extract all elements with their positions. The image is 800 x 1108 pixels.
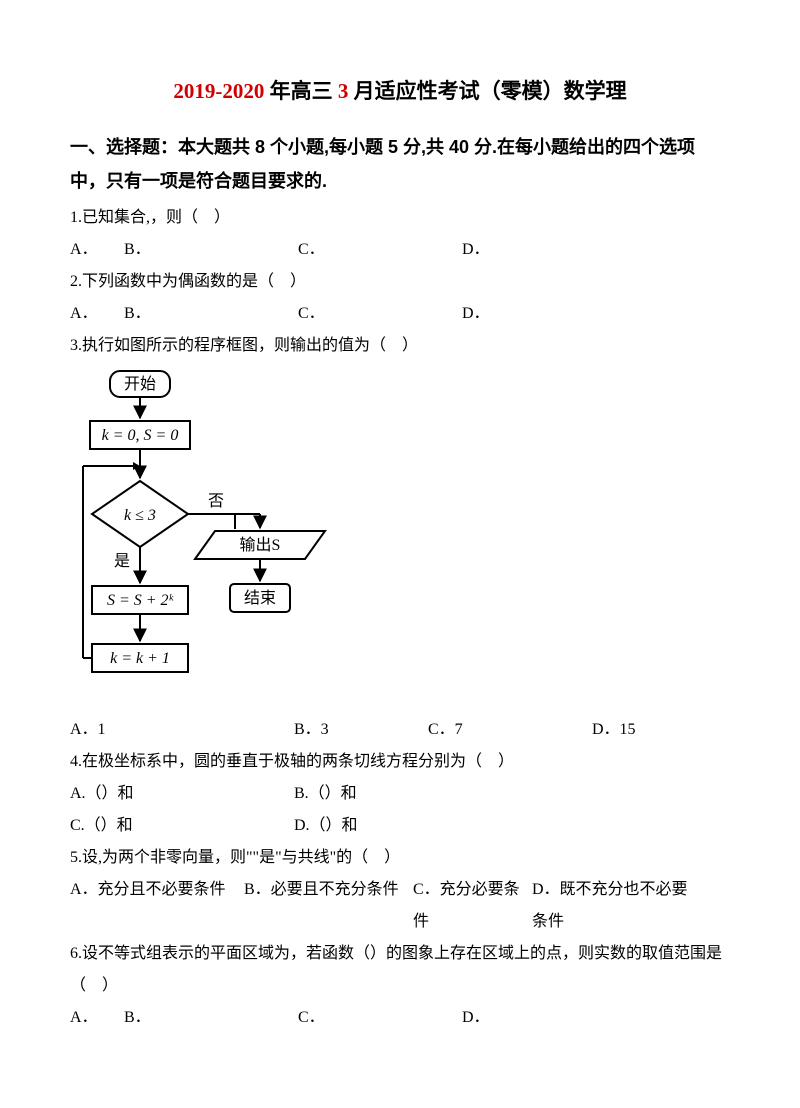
q3-option-c: C．7 (428, 714, 588, 746)
q5-option-c: C．充分必要条件 (413, 874, 528, 938)
q4-options-row2: C.（）和 D.（）和 (70, 810, 730, 842)
document-title: 2019-2020 年高三 3 月适应性考试（零模）数学理 (70, 70, 730, 112)
q2-option-d: D． (462, 298, 562, 330)
q5-option-b: B．必要且不充分条件 (244, 874, 409, 906)
q6-options: A． B． C． D． (70, 1002, 730, 1034)
q4-option-b: B.（）和 (294, 778, 357, 810)
flow-update-k-label: k = k + 1 (110, 650, 170, 667)
q5-stem: 5.设,为两个非零向量，则""是"与共线"的（ ） (70, 842, 730, 874)
flow-start-label: 开始 (124, 375, 156, 393)
q6-option-b: B． (124, 1002, 294, 1034)
q4-option-d: D.（）和 (294, 810, 358, 842)
section-heading: 一、选择题：本大题共 8 个小题,每小题 5 分,共 40 分.在每小题给出的四… (70, 130, 730, 198)
flow-arrowhead (133, 462, 140, 470)
q5-option-a: A．充分且不必要条件 (70, 874, 240, 906)
flow-init-label: k = 0, S = 0 (102, 427, 179, 444)
q1-option-c: C． (298, 234, 458, 266)
q2-option-b: B． (124, 298, 294, 330)
q1-stem: 1.已知集合,，则（ ） (70, 202, 730, 234)
q1-option-a: A． (70, 234, 120, 266)
q3-stem: 3.执行如图所示的程序框图，则输出的值为（ ） (70, 330, 730, 362)
title-part-2: 年高三 (264, 79, 338, 103)
q2-stem: 2.下列函数中为偶函数的是（ ） (70, 266, 730, 298)
q6-stem: 6.设不等式组表示的平面区域为，若函数（）的图象上存在区域上的点，则实数的取值范… (70, 938, 730, 1002)
q1-option-d: D． (462, 234, 562, 266)
q5-options: A．充分且不必要条件 B．必要且不充分条件 C．充分必要条件 D．既不充分也不必… (70, 874, 730, 938)
q2-option-a: A． (70, 298, 120, 330)
flowchart-svg: 开始 k = 0, S = 0 k ≤ 3 否 输出S 结束 (80, 366, 340, 706)
title-part-3: 3 (338, 79, 349, 103)
title-part-4: 月适应性考试（零模）数学理 (348, 79, 626, 103)
q6-option-a: A． (70, 1002, 120, 1034)
flow-decision-label: k ≤ 3 (124, 507, 156, 524)
q6-option-c: C． (298, 1002, 458, 1034)
q3-option-d: D．15 (592, 714, 692, 746)
q1-options: A． B． C． D． (70, 234, 730, 266)
q6-option-d: D． (462, 1002, 562, 1034)
q4-options-row1: A.（）和 B.（）和 (70, 778, 730, 810)
q4-option-c: C.（）和 (70, 810, 290, 842)
q1-option-b: B． (124, 234, 294, 266)
title-part-1: 2019-2020 (173, 79, 264, 103)
flow-output-label: 输出S (240, 536, 281, 554)
flow-end-label: 结束 (244, 589, 276, 607)
q3-option-a: A．1 (70, 714, 290, 746)
flow-update-s-label: S = S + 2ᵏ (107, 592, 175, 609)
flow-yes-label: 是 (114, 553, 130, 570)
q4-option-a: A.（）和 (70, 778, 290, 810)
q3-options: A．1 B．3 C．7 D．15 (70, 714, 730, 746)
flow-no-label: 否 (208, 493, 224, 510)
q2-options: A． B． C． D． (70, 298, 730, 330)
q4-stem: 4.在极坐标系中，圆的垂直于极轴的两条切线方程分别为（ ） (70, 746, 730, 778)
q3-option-b: B．3 (294, 714, 424, 746)
page-root: 2019-2020 年高三 3 月适应性考试（零模）数学理 一、选择题：本大题共… (0, 0, 800, 1074)
q5-option-d: D．既不充分也不必要条件 (532, 874, 702, 938)
q2-option-c: C． (298, 298, 458, 330)
flowchart: 开始 k = 0, S = 0 k ≤ 3 否 输出S 结束 (70, 366, 730, 706)
